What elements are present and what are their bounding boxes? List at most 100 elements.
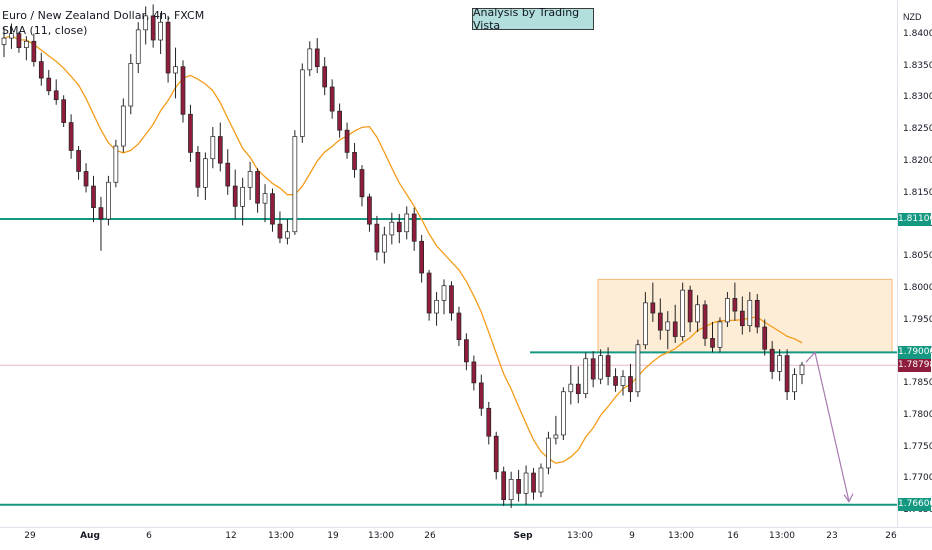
currency-label[interactable]: NZD (903, 12, 922, 22)
candle-body (9, 33, 14, 39)
candle-body (24, 40, 29, 48)
candle-body (568, 383, 574, 393)
candle-body (441, 285, 447, 301)
candle-body (590, 358, 596, 380)
candle-body (165, 21, 171, 74)
candle-body (769, 348, 775, 372)
candle-body (538, 467, 544, 493)
time-tick-label: 26 (885, 531, 897, 541)
candle-body (128, 63, 134, 107)
candle-body (575, 383, 581, 395)
axis-corner (898, 528, 932, 550)
candle-body (598, 355, 603, 380)
candle-body (225, 162, 231, 187)
candle-body (553, 434, 559, 439)
candle-body (53, 90, 59, 101)
candle-body (374, 223, 380, 253)
candle-body (784, 355, 790, 393)
candle-body (188, 113, 193, 153)
candle-body (255, 171, 260, 204)
time-tick-label: 6 (146, 531, 152, 541)
price-tick-label: 1.77500 (903, 441, 932, 452)
candle-body (307, 48, 313, 71)
candle-body (546, 437, 551, 469)
price-tick-label: 1.83500 (903, 60, 932, 71)
time-tick-label: 26 (424, 531, 436, 541)
candle-body (329, 86, 335, 112)
candle-body (404, 213, 410, 233)
candle-body (106, 181, 111, 220)
candle-body (367, 196, 372, 225)
candle-body (76, 150, 81, 172)
symbol-title[interactable]: Euro / New Zealand Dollar, 4h, FXCM (2, 9, 205, 22)
candle-body (657, 312, 663, 331)
time-tick-label: 13:00 (368, 531, 394, 541)
price-tick-label: 1.84000 (903, 28, 932, 39)
candle-body (382, 234, 387, 253)
candle-body (449, 285, 454, 314)
indicator-title[interactable]: SMA (11, close) (2, 24, 88, 37)
price-tick-label: 1.82000 (903, 155, 932, 166)
candle-body (173, 66, 178, 74)
candle-body (143, 15, 149, 31)
current-price-tag[interactable]: 1.78798 (898, 358, 932, 372)
candle-body (247, 171, 253, 188)
candle-body (46, 77, 52, 92)
time-tick-label: 16 (727, 531, 739, 541)
candle-body (150, 15, 156, 41)
candle-body (292, 136, 298, 233)
candle-body (16, 33, 22, 48)
candle-body (277, 223, 283, 239)
candle-body (135, 29, 141, 64)
candle-body (396, 221, 402, 233)
candle-body (523, 472, 529, 494)
candle-body (478, 382, 484, 409)
candle-body (613, 376, 618, 386)
level-price-tag[interactable]: 1.81100 (898, 212, 932, 226)
down-arrow-icon (805, 351, 854, 503)
candle-body (710, 338, 715, 348)
candle-body (38, 61, 44, 79)
candle-body (702, 304, 708, 339)
candle-body (486, 407, 492, 437)
candle-body (754, 299, 760, 328)
sma-line (3, 35, 803, 464)
time-tick-label: 13:00 (268, 531, 294, 541)
candle-body (620, 376, 626, 386)
time-tick-label: 23 (826, 531, 838, 541)
candle-body (299, 69, 305, 137)
candle-body (389, 221, 395, 236)
candle-body (680, 289, 686, 337)
candle-body (337, 110, 342, 131)
candle-body (560, 391, 566, 436)
candle-body (799, 364, 805, 375)
candle-body (1, 37, 7, 45)
candle-body (68, 122, 74, 151)
candle-body (285, 231, 290, 239)
candle-body (210, 136, 216, 160)
candle-body (739, 310, 745, 327)
price-tick-label: 1.78000 (903, 409, 932, 420)
price-tick-label: 1.80000 (903, 282, 932, 293)
candle-body (792, 374, 797, 393)
price-tick-label: 1.77000 (903, 473, 932, 484)
candle-body (240, 186, 246, 207)
candle-body (508, 479, 514, 501)
level-price-tag[interactable]: 1.76600 (898, 498, 932, 512)
candle-body (352, 152, 357, 170)
chart-legend: Euro / New Zealand Dollar, 4h, FXCM SMA … (2, 8, 204, 38)
candle-body (493, 435, 499, 473)
price-tick-label: 1.79500 (903, 314, 932, 325)
price-tick-label: 1.82500 (903, 124, 932, 135)
time-tick-label: 13:00 (567, 531, 593, 541)
candle-body (83, 171, 89, 187)
price-tick-label: 1.81500 (903, 187, 932, 198)
candle-body (464, 339, 469, 363)
candlesticks (1, 4, 805, 508)
time-tick-label: 13:00 (668, 531, 694, 541)
candle-body (180, 66, 186, 115)
resistance-zone (597, 278, 893, 353)
level-price-tag[interactable]: 1.79000 (898, 345, 932, 359)
